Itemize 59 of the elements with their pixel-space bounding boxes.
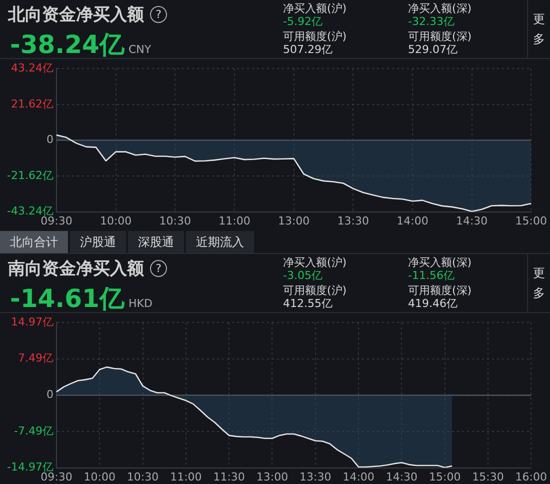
x-tick-label: 11:00 bbox=[218, 214, 250, 228]
x-tick-label: 14:30 bbox=[386, 470, 418, 484]
x-tick-label: 10:00 bbox=[84, 470, 116, 484]
x-tick-label: 10:30 bbox=[126, 470, 159, 484]
x-tick-label: 14:00 bbox=[396, 214, 428, 228]
text: 净买入额(深) bbox=[408, 2, 472, 15]
x-tick-label: 13:30 bbox=[300, 470, 332, 484]
text: 北向合计 bbox=[0, 231, 68, 253]
y-tick-label: -7.49亿 bbox=[14, 424, 54, 438]
x-tick-label: 11:30 bbox=[213, 470, 245, 484]
x-tick-label: 14:00 bbox=[342, 470, 374, 484]
x-tick-label: 13:00 bbox=[278, 214, 310, 228]
y-tick-label: -43.24亿 bbox=[6, 204, 54, 218]
y-tick-label: -14.97亿 bbox=[6, 460, 54, 474]
text: 净买入额(沪) bbox=[283, 2, 347, 15]
text: 更多 bbox=[532, 11, 546, 48]
chart-title: 南向资金净买入额 bbox=[8, 259, 144, 279]
text: 净买入额(沪) bbox=[283, 256, 347, 269]
chart-subtitle: -14.61亿 bbox=[10, 284, 124, 313]
text: 507.29亿 bbox=[283, 43, 332, 56]
text: 深股通 bbox=[128, 231, 184, 253]
x-tick-label: 15:30 bbox=[472, 470, 504, 484]
text: ? bbox=[150, 6, 167, 23]
x-tick-label: 11:00 bbox=[170, 470, 202, 484]
text: 可用额度(沪) bbox=[283, 30, 347, 43]
text: 可用额度(沪) bbox=[283, 284, 347, 297]
y-tick-label: 0 bbox=[46, 388, 54, 402]
text: 可用额度(深) bbox=[408, 30, 472, 43]
chart-title: 北向资金净买入额 bbox=[8, 5, 144, 25]
x-tick-label: 15:00 bbox=[515, 214, 547, 228]
x-tick-label: 10:00 bbox=[100, 214, 132, 228]
y-tick-label: -21.62亿 bbox=[6, 168, 54, 182]
text: -32.33亿 bbox=[408, 15, 454, 28]
text: 净买入额(深) bbox=[408, 256, 472, 269]
text: -3.05亿 bbox=[283, 269, 322, 282]
x-tick-label: 16:00 bbox=[515, 470, 547, 484]
text: 529.07亿 bbox=[408, 43, 458, 56]
x-tick-label: 10:30 bbox=[159, 214, 191, 228]
text: 可用额度(深) bbox=[408, 284, 472, 297]
text: 沪股通 bbox=[70, 231, 126, 253]
x-tick-label: 15:00 bbox=[428, 470, 461, 484]
text: 412.55亿 bbox=[283, 297, 332, 310]
x-tick-label: 13:30 bbox=[337, 214, 369, 228]
x-tick-label: 13:00 bbox=[256, 470, 288, 484]
y-tick-label: 43.24亿 bbox=[10, 61, 54, 74]
chart-subtitle: -38.24亿 bbox=[10, 30, 124, 59]
text: CNY bbox=[128, 43, 152, 56]
text: HKD bbox=[128, 297, 152, 310]
y-tick-label: 0 bbox=[46, 133, 54, 146]
text: 近期流入 bbox=[186, 231, 254, 253]
text: 更多 bbox=[532, 265, 546, 302]
text: -5.92亿 bbox=[283, 15, 322, 28]
text: -11.56亿 bbox=[408, 269, 454, 282]
y-tick-label: 21.62亿 bbox=[10, 97, 54, 110]
y-tick-label: 7.49亿 bbox=[18, 352, 54, 365]
text: ? bbox=[150, 260, 167, 277]
text: 419.46亿 bbox=[408, 297, 458, 310]
x-tick-label: 14:30 bbox=[456, 214, 488, 228]
y-tick-label: 14.97亿 bbox=[10, 315, 54, 328]
